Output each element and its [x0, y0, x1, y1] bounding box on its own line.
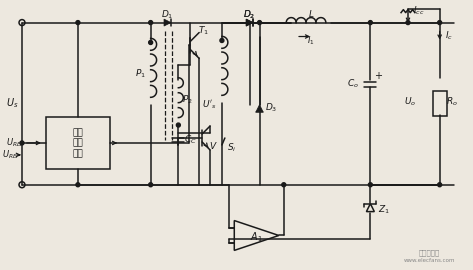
Text: www.elecfans.com: www.elecfans.com	[404, 258, 455, 263]
Circle shape	[438, 21, 442, 25]
Text: $S_i$: $S_i$	[227, 142, 236, 154]
Circle shape	[149, 21, 153, 25]
Circle shape	[406, 21, 410, 25]
Polygon shape	[246, 19, 253, 26]
Text: $I_1$: $I_1$	[307, 34, 315, 47]
Text: $C_o$: $C_o$	[347, 77, 359, 90]
Bar	[433, 91, 447, 116]
Text: $U'_s$: $U'_s$	[202, 99, 216, 112]
Polygon shape	[164, 19, 171, 26]
Circle shape	[149, 40, 153, 45]
Polygon shape	[256, 105, 263, 112]
Text: $U_{REF}$: $U_{REF}$	[6, 137, 26, 149]
Circle shape	[368, 183, 372, 187]
Text: $R_o$: $R_o$	[446, 96, 457, 109]
Text: 隔离
驱动
电路: 隔离 驱动 电路	[72, 128, 83, 158]
Polygon shape	[246, 19, 253, 26]
Text: $D_2$: $D_2$	[244, 8, 256, 21]
Circle shape	[76, 21, 80, 25]
Text: $C_C$: $C_C$	[184, 134, 197, 146]
Bar	[46, 117, 110, 169]
Text: $T_1$: $T_1$	[198, 24, 209, 37]
Text: $D_3$: $D_3$	[265, 102, 278, 114]
Text: +: +	[374, 71, 382, 81]
Text: $I_{cc}$: $I_{cc}$	[413, 4, 425, 17]
Text: $U_{REF}$: $U_{REF}$	[2, 149, 22, 161]
Circle shape	[76, 183, 80, 187]
Circle shape	[257, 21, 262, 25]
Text: $P_1$: $P_1$	[135, 67, 146, 80]
Text: $A_1$: $A_1$	[250, 231, 263, 244]
Circle shape	[220, 39, 224, 42]
Circle shape	[438, 183, 442, 187]
Text: 电子发烧友: 电子发烧友	[419, 249, 440, 256]
Circle shape	[282, 183, 286, 187]
Text: $V$: $V$	[209, 140, 218, 151]
Text: $Z_1$: $Z_1$	[378, 203, 390, 216]
Text: $U_s$: $U_s$	[6, 96, 18, 110]
Text: $L$: $L$	[308, 8, 314, 19]
Text: $P_2$: $P_2$	[182, 94, 193, 106]
Circle shape	[368, 21, 372, 25]
Circle shape	[149, 183, 153, 187]
Text: $I_c$: $I_c$	[445, 29, 453, 42]
Text: $D_2$: $D_2$	[244, 8, 256, 21]
Circle shape	[176, 123, 180, 127]
Circle shape	[20, 141, 24, 145]
Text: $D_1$: $D_1$	[161, 8, 174, 21]
Text: $U_o$: $U_o$	[404, 96, 416, 109]
